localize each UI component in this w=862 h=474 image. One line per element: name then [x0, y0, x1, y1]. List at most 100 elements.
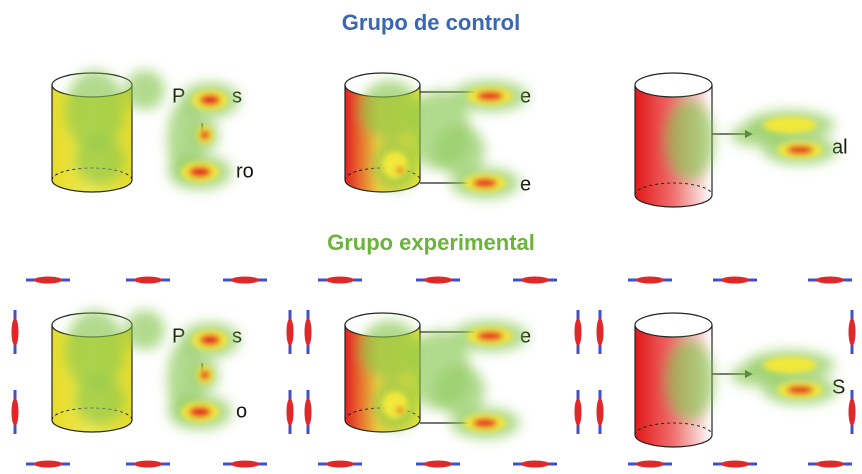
heat-green	[360, 80, 420, 140]
marker	[513, 460, 557, 468]
marker	[11, 310, 19, 354]
marker-red	[231, 460, 259, 468]
heat-green	[665, 100, 715, 180]
marker	[126, 276, 170, 284]
marker-red	[721, 460, 749, 468]
marker	[848, 310, 856, 354]
marker	[223, 460, 267, 468]
marker	[628, 276, 672, 284]
marker-red	[574, 398, 582, 426]
marker	[574, 310, 582, 354]
marker	[26, 460, 70, 468]
control-title: Grupo de control	[342, 10, 520, 35]
heatmap	[665, 340, 838, 420]
heatmap	[665, 100, 838, 180]
heat-red	[200, 370, 210, 380]
marker	[318, 276, 362, 284]
marker-red	[848, 398, 856, 426]
heat-red	[476, 331, 504, 341]
marker-red	[231, 276, 259, 284]
marker-red	[596, 398, 604, 426]
heat-red	[199, 94, 221, 106]
marker	[848, 390, 856, 434]
heat-green	[360, 320, 420, 380]
experimental-title: Grupo experimental	[327, 230, 535, 255]
heatmap	[65, 310, 240, 430]
heat-yellow	[763, 116, 817, 134]
heatmap-core	[763, 116, 823, 159]
heatmap-core	[381, 87, 513, 192]
marker-red	[636, 276, 664, 284]
heat-red	[188, 166, 212, 178]
heat-green	[65, 70, 125, 150]
marker	[304, 390, 312, 434]
marker-red	[304, 318, 312, 346]
heat-red	[199, 334, 221, 346]
heat-red	[786, 385, 814, 395]
heat-yellow	[381, 151, 409, 179]
marker	[808, 276, 852, 284]
marker	[318, 460, 362, 468]
marker-red	[286, 318, 294, 346]
heat-green	[435, 365, 485, 415]
marker	[713, 276, 757, 284]
label-fragment: ro	[236, 160, 254, 182]
marker-red	[34, 460, 62, 468]
marker-red	[424, 276, 452, 284]
marker-red	[134, 276, 162, 284]
heat-red	[476, 91, 504, 101]
heat-green	[75, 135, 125, 185]
marker-red	[11, 318, 19, 346]
heat-green	[167, 100, 203, 180]
label-fragment: o	[236, 400, 247, 422]
marker-red	[424, 460, 452, 468]
cylinder-hidden-edge	[344, 407, 421, 421]
heat-green	[435, 125, 485, 175]
marker-red	[134, 460, 162, 468]
marker	[628, 460, 672, 468]
heat-yellow	[763, 356, 817, 374]
marker	[416, 460, 460, 468]
heat-green	[125, 310, 165, 350]
marker-red	[326, 460, 354, 468]
heat-red	[188, 406, 212, 418]
heatmap-core	[381, 327, 513, 432]
heat-red	[472, 178, 498, 188]
heat-red	[786, 145, 814, 155]
cylinder-hidden-edge	[634, 422, 713, 436]
heat-green	[167, 340, 203, 420]
heat-red	[396, 167, 404, 173]
heat-green	[665, 340, 715, 420]
marker	[26, 276, 70, 284]
marker	[574, 390, 582, 434]
marker	[223, 276, 267, 284]
marker	[596, 390, 604, 434]
heatmap-core	[763, 356, 823, 399]
marker-red	[326, 276, 354, 284]
marker-red	[636, 460, 664, 468]
marker-red	[816, 460, 844, 468]
marker-red	[11, 398, 19, 426]
heat-green	[75, 375, 125, 425]
marker-red	[286, 398, 294, 426]
marker-red	[721, 276, 749, 284]
marker	[596, 310, 604, 354]
heat-red	[472, 418, 498, 428]
cylinder-hidden-edge	[634, 182, 713, 196]
marker	[126, 460, 170, 468]
marker	[304, 310, 312, 354]
heat-green	[65, 310, 125, 390]
label-fragment: e	[520, 173, 531, 195]
heat-red	[396, 407, 404, 413]
marker	[11, 390, 19, 434]
heat-yellow	[381, 391, 409, 419]
marker-red	[304, 398, 312, 426]
marker	[808, 460, 852, 468]
marker-red	[816, 276, 844, 284]
marker-red	[34, 276, 62, 284]
heat-red	[200, 130, 210, 140]
marker	[286, 310, 294, 354]
marker-red	[521, 276, 549, 284]
heat-green	[125, 70, 165, 110]
